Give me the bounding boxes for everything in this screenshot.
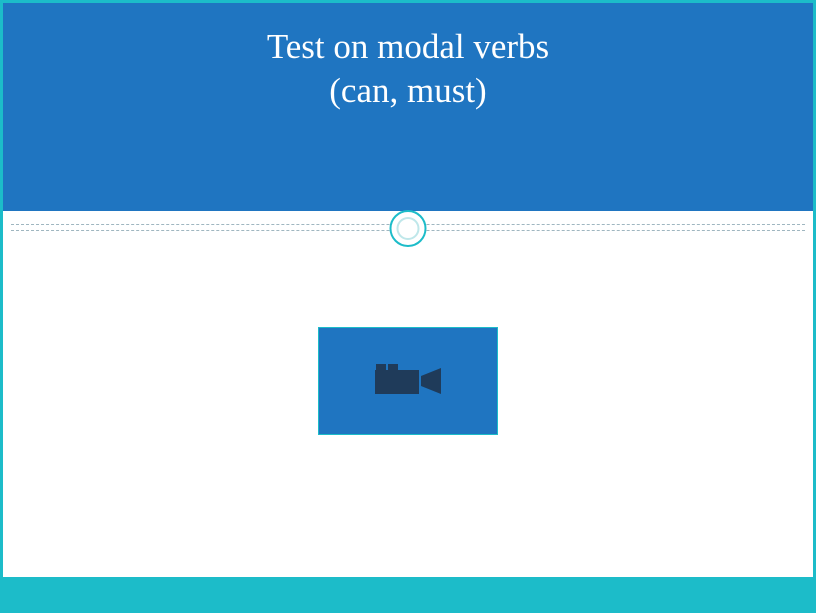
slide-footer xyxy=(3,577,813,610)
divider-circle-outer xyxy=(390,210,427,247)
title-line-1: Test on modal verbs xyxy=(267,25,549,69)
divider xyxy=(3,211,813,247)
slide-header: Test on modal verbs (can, must) xyxy=(3,3,813,211)
video-placeholder[interactable] xyxy=(318,327,498,435)
divider-circle-inner xyxy=(396,217,419,240)
slide: Test on modal verbs (can, must) xyxy=(0,0,816,613)
slide-content xyxy=(3,247,813,578)
video-camera-icon xyxy=(375,364,441,398)
title-line-2: (can, must) xyxy=(329,69,486,113)
